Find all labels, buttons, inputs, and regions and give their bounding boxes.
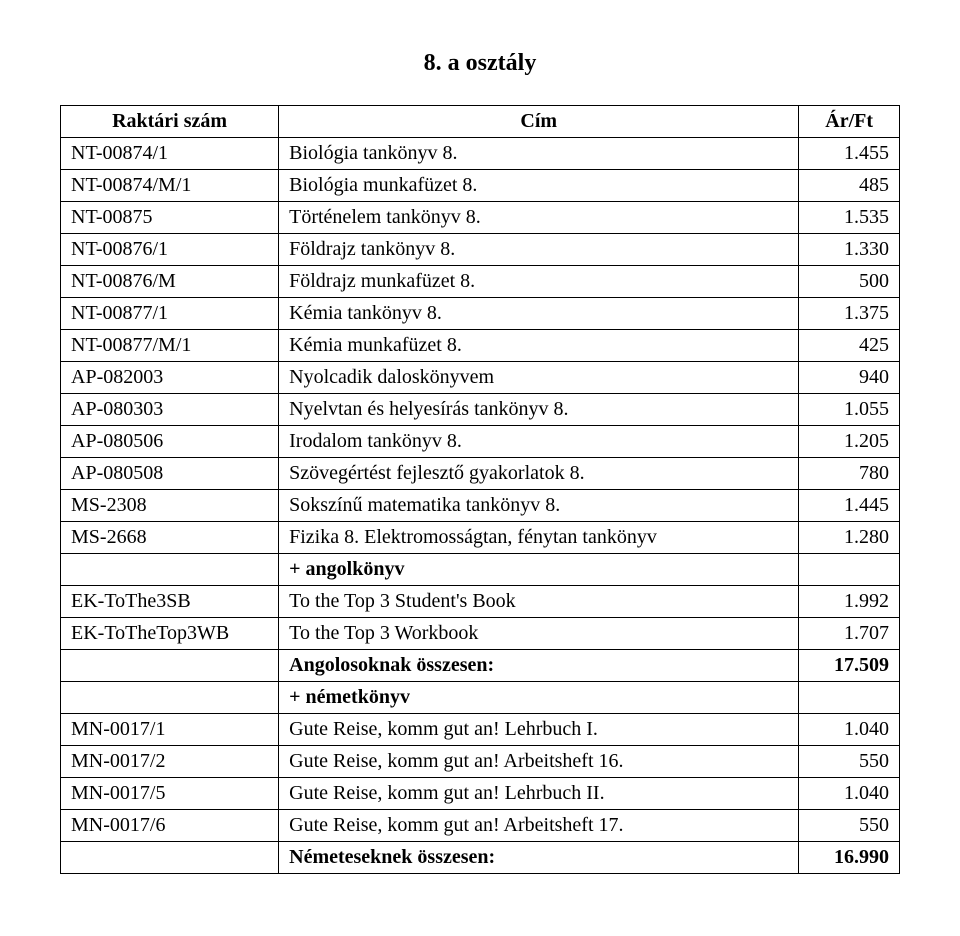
table-row: + angolkönyv — [61, 554, 900, 586]
cell-price: 1.535 — [799, 202, 900, 234]
cell-price: 1.040 — [799, 778, 900, 810]
cell-price: 1.055 — [799, 394, 900, 426]
table-row: AP-080303Nyelvtan és helyesírás tankönyv… — [61, 394, 900, 426]
cell-title: To the Top 3 Workbook — [279, 618, 799, 650]
table-row: NT-00875Történelem tankönyv 8.1.535 — [61, 202, 900, 234]
table-row: EK-ToTheTop3WBTo the Top 3 Workbook1.707 — [61, 618, 900, 650]
cell-title: Gute Reise, komm gut an! Lehrbuch I. — [279, 714, 799, 746]
cell-title: Szövegértést fejlesztő gyakorlatok 8. — [279, 458, 799, 490]
table-row: Angolosoknak összesen:17.509 — [61, 650, 900, 682]
cell-code: NT-00877/1 — [61, 298, 279, 330]
cell-title: To the Top 3 Student's Book — [279, 586, 799, 618]
table-row: NT-00874/1Biológia tankönyv 8.1.455 — [61, 138, 900, 170]
cell-price: 1.205 — [799, 426, 900, 458]
cell-code: NT-00877/M/1 — [61, 330, 279, 362]
cell-price: 1.375 — [799, 298, 900, 330]
cell-title: Fizika 8. Elektromosságtan, fénytan tank… — [279, 522, 799, 554]
table-row: + németkönyv — [61, 682, 900, 714]
table-row: NT-00876/1Földrajz tankönyv 8.1.330 — [61, 234, 900, 266]
cell-code — [61, 554, 279, 586]
cell-price: 780 — [799, 458, 900, 490]
table-row: AP-082003Nyolcadik daloskönyvem940 — [61, 362, 900, 394]
cell-price: 1.455 — [799, 138, 900, 170]
cell-code: AP-080506 — [61, 426, 279, 458]
cell-code: AP-080508 — [61, 458, 279, 490]
cell-price: 550 — [799, 810, 900, 842]
cell-title: Biológia munkafüzet 8. — [279, 170, 799, 202]
cell-title: Angolosoknak összesen: — [279, 650, 799, 682]
cell-title: Németeseknek összesen: — [279, 842, 799, 874]
cell-code: NT-00874/1 — [61, 138, 279, 170]
table-row: Németeseknek összesen:16.990 — [61, 842, 900, 874]
table-row: AP-080506Irodalom tankönyv 8.1.205 — [61, 426, 900, 458]
cell-title: Földrajz tankönyv 8. — [279, 234, 799, 266]
table-row: MN-0017/1Gute Reise, komm gut an! Lehrbu… — [61, 714, 900, 746]
cell-code: NT-00876/1 — [61, 234, 279, 266]
cell-code: MS-2668 — [61, 522, 279, 554]
col-header-price: Ár/Ft — [799, 106, 900, 138]
cell-title: Nyolcadik daloskönyvem — [279, 362, 799, 394]
cell-code: NT-00874/M/1 — [61, 170, 279, 202]
table-row: NT-00877/M/1Kémia munkafüzet 8.425 — [61, 330, 900, 362]
table-header-row: Raktári szám Cím Ár/Ft — [61, 106, 900, 138]
cell-price: 500 — [799, 266, 900, 298]
cell-price — [799, 554, 900, 586]
cell-price: 17.509 — [799, 650, 900, 682]
cell-price: 1.280 — [799, 522, 900, 554]
cell-code — [61, 842, 279, 874]
table-row: MS-2308Sokszínű matematika tankönyv 8.1.… — [61, 490, 900, 522]
cell-price: 550 — [799, 746, 900, 778]
table-row: MN-0017/5Gute Reise, komm gut an! Lehrbu… — [61, 778, 900, 810]
cell-price: 1.707 — [799, 618, 900, 650]
table-row: MN-0017/2Gute Reise, komm gut an! Arbeit… — [61, 746, 900, 778]
cell-code: MN-0017/1 — [61, 714, 279, 746]
cell-title: Gute Reise, komm gut an! Arbeitsheft 16. — [279, 746, 799, 778]
cell-code: MN-0017/5 — [61, 778, 279, 810]
cell-code: EK-ToTheTop3WB — [61, 618, 279, 650]
cell-code: MN-0017/6 — [61, 810, 279, 842]
cell-title: Történelem tankönyv 8. — [279, 202, 799, 234]
cell-code: MS-2308 — [61, 490, 279, 522]
table-row: EK-ToThe3SBTo the Top 3 Student's Book1.… — [61, 586, 900, 618]
page-title: 8. a osztály — [60, 50, 900, 77]
cell-title: + németkönyv — [279, 682, 799, 714]
cell-code: EK-ToThe3SB — [61, 586, 279, 618]
cell-price — [799, 682, 900, 714]
cell-code: MN-0017/2 — [61, 746, 279, 778]
cell-code: NT-00875 — [61, 202, 279, 234]
cell-price: 16.990 — [799, 842, 900, 874]
col-header-title: Cím — [279, 106, 799, 138]
cell-title: Gute Reise, komm gut an! Lehrbuch II. — [279, 778, 799, 810]
cell-title: Biológia tankönyv 8. — [279, 138, 799, 170]
cell-price: 1.445 — [799, 490, 900, 522]
col-header-code: Raktári szám — [61, 106, 279, 138]
cell-title: Kémia tankönyv 8. — [279, 298, 799, 330]
cell-code: AP-080303 — [61, 394, 279, 426]
cell-title: Kémia munkafüzet 8. — [279, 330, 799, 362]
cell-price: 485 — [799, 170, 900, 202]
cell-code — [61, 682, 279, 714]
table-row: NT-00877/1Kémia tankönyv 8.1.375 — [61, 298, 900, 330]
cell-code: NT-00876/M — [61, 266, 279, 298]
table-row: MS-2668Fizika 8. Elektromosságtan, fényt… — [61, 522, 900, 554]
cell-price: 1.330 — [799, 234, 900, 266]
cell-title: Földrajz munkafüzet 8. — [279, 266, 799, 298]
table-row: NT-00876/MFöldrajz munkafüzet 8.500 — [61, 266, 900, 298]
cell-price: 1.040 — [799, 714, 900, 746]
cell-title: Irodalom tankönyv 8. — [279, 426, 799, 458]
table-row: NT-00874/M/1Biológia munkafüzet 8.485 — [61, 170, 900, 202]
cell-title: Nyelvtan és helyesírás tankönyv 8. — [279, 394, 799, 426]
cell-title: + angolkönyv — [279, 554, 799, 586]
cell-price: 1.992 — [799, 586, 900, 618]
table-row: MN-0017/6Gute Reise, komm gut an! Arbeit… — [61, 810, 900, 842]
cell-title: Gute Reise, komm gut an! Arbeitsheft 17. — [279, 810, 799, 842]
cell-price: 425 — [799, 330, 900, 362]
cell-title: Sokszínű matematika tankönyv 8. — [279, 490, 799, 522]
book-table: Raktári szám Cím Ár/Ft NT-00874/1Biológi… — [60, 105, 900, 874]
cell-code: AP-082003 — [61, 362, 279, 394]
cell-code — [61, 650, 279, 682]
table-row: AP-080508Szövegértést fejlesztő gyakorla… — [61, 458, 900, 490]
cell-price: 940 — [799, 362, 900, 394]
